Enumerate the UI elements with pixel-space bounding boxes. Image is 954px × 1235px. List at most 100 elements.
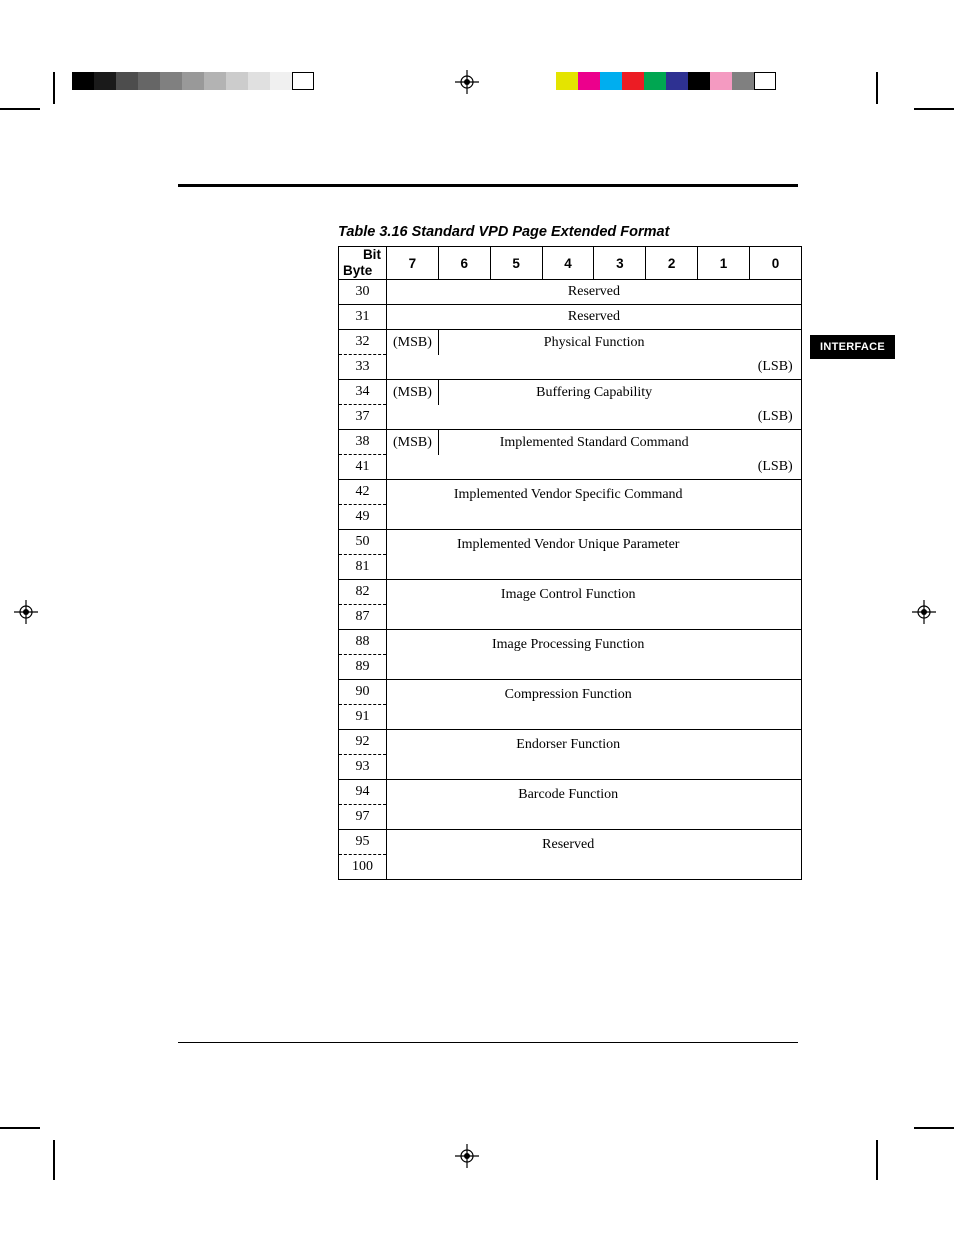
empty-cell: [749, 555, 801, 580]
byte-cell: 49: [339, 505, 387, 530]
empty-cell: [386, 605, 749, 630]
byte-cell: 50: [339, 530, 387, 555]
table-row: 41 (LSB): [339, 455, 802, 480]
table-row: 37(LSB): [339, 405, 802, 430]
table-row: 92Endorser Function: [339, 730, 802, 755]
empty-cell: [749, 655, 801, 680]
swatch: [94, 72, 116, 90]
empty-cell: [749, 380, 801, 405]
empty-cell: [749, 330, 801, 355]
swatch: [578, 72, 600, 90]
crop-mark: [0, 1127, 40, 1129]
byte-cell: 31: [339, 305, 387, 330]
byte-cell: 41: [339, 455, 387, 480]
table-caption: Table 3.16 Standard VPD Page Extended Fo…: [338, 224, 878, 240]
empty-cell: [386, 655, 749, 680]
byte-cell: 88: [339, 630, 387, 655]
header-col-7: 7: [386, 247, 438, 280]
empty-cell: [749, 755, 801, 780]
swatch: [688, 72, 710, 90]
content-cell: Implemented Standard Command: [438, 430, 749, 455]
empty-cell: [386, 405, 749, 430]
empty-cell: [386, 855, 749, 880]
header-col-0: 0: [749, 247, 801, 280]
content-cell: Barcode Function: [386, 780, 749, 805]
byte-cell: 87: [339, 605, 387, 630]
table-row: 33(LSB): [339, 355, 802, 380]
empty-cell: [386, 505, 749, 530]
header-col-3: 3: [594, 247, 646, 280]
content-cell: Buffering Capability: [438, 380, 749, 405]
table-row: 34(MSB)Buffering Capability: [339, 380, 802, 405]
empty-cell: [749, 630, 801, 655]
header-col-4: 4: [542, 247, 594, 280]
byte-cell: 94: [339, 780, 387, 805]
swatch: [732, 72, 754, 90]
content-cell: Reserved: [386, 280, 801, 305]
horizontal-rule: [178, 184, 798, 187]
table-row: 89: [339, 655, 802, 680]
table-row: 87: [339, 605, 802, 630]
table-row: 50Implemented Vendor Unique Parameter: [339, 530, 802, 555]
empty-cell: [749, 505, 801, 530]
registration-mark-icon: [455, 1144, 479, 1168]
crop-mark: [876, 1140, 878, 1180]
header-bit-label: Bit: [339, 247, 386, 263]
crop-mark: [914, 108, 954, 110]
empty-cell: [749, 680, 801, 705]
table-header: Bit Byte 7 6 5 4 3 2 1 0: [339, 247, 802, 280]
byte-cell: 90: [339, 680, 387, 705]
table-row: 81: [339, 555, 802, 580]
header-bit-byte: Bit Byte: [339, 247, 387, 280]
grayscale-swatches: [72, 72, 314, 90]
table-row: 94Barcode Function: [339, 780, 802, 805]
table-row: 88Image Processing Function: [339, 630, 802, 655]
table-row: 100: [339, 855, 802, 880]
byte-cell: 38: [339, 430, 387, 455]
byte-cell: 95: [339, 830, 387, 855]
content-cell: Image Control Function: [386, 580, 749, 605]
table-row: 30Reserved: [339, 280, 802, 305]
byte-cell: 30: [339, 280, 387, 305]
empty-cell: [386, 705, 749, 730]
table-row: 95Reserved: [339, 830, 802, 855]
byte-cell: 81: [339, 555, 387, 580]
empty-cell: [386, 455, 749, 480]
content-cell: Implemented Vendor Specific Command: [386, 480, 749, 505]
table-row: 38(MSB)Implemented Standard Command: [339, 430, 802, 455]
page-content: Table 3.16 Standard VPD Page Extended Fo…: [178, 188, 878, 880]
empty-cell: [749, 430, 801, 455]
table-row: 90Compression Function: [339, 680, 802, 705]
table-row: 97: [339, 805, 802, 830]
crop-mark: [0, 108, 40, 110]
table-row: 42Implemented Vendor Specific Command: [339, 480, 802, 505]
swatch: [292, 72, 314, 90]
empty-cell: [386, 355, 749, 380]
content-cell: Compression Function: [386, 680, 749, 705]
swatch: [226, 72, 248, 90]
byte-cell: 37: [339, 405, 387, 430]
swatch: [666, 72, 688, 90]
empty-cell: [386, 805, 749, 830]
empty-cell: [386, 555, 749, 580]
table-row: 91: [339, 705, 802, 730]
swatch: [644, 72, 666, 90]
byte-cell: 34: [339, 380, 387, 405]
header-byte-label: Byte: [339, 263, 386, 279]
empty-cell: [749, 805, 801, 830]
byte-cell: 42: [339, 480, 387, 505]
content-cell: Physical Function: [438, 330, 749, 355]
lsb-cell: (LSB): [749, 455, 801, 480]
table-row: 93: [339, 755, 802, 780]
empty-cell: [749, 480, 801, 505]
byte-cell: 97: [339, 805, 387, 830]
content-cell: Reserved: [386, 305, 801, 330]
registration-mark-icon: [455, 70, 479, 94]
crop-mark: [53, 1140, 55, 1180]
byte-cell: 93: [339, 755, 387, 780]
swatch: [204, 72, 226, 90]
swatch: [556, 72, 578, 90]
swatch: [754, 72, 776, 90]
header-col-1: 1: [698, 247, 750, 280]
lsb-cell: (LSB): [749, 355, 801, 380]
